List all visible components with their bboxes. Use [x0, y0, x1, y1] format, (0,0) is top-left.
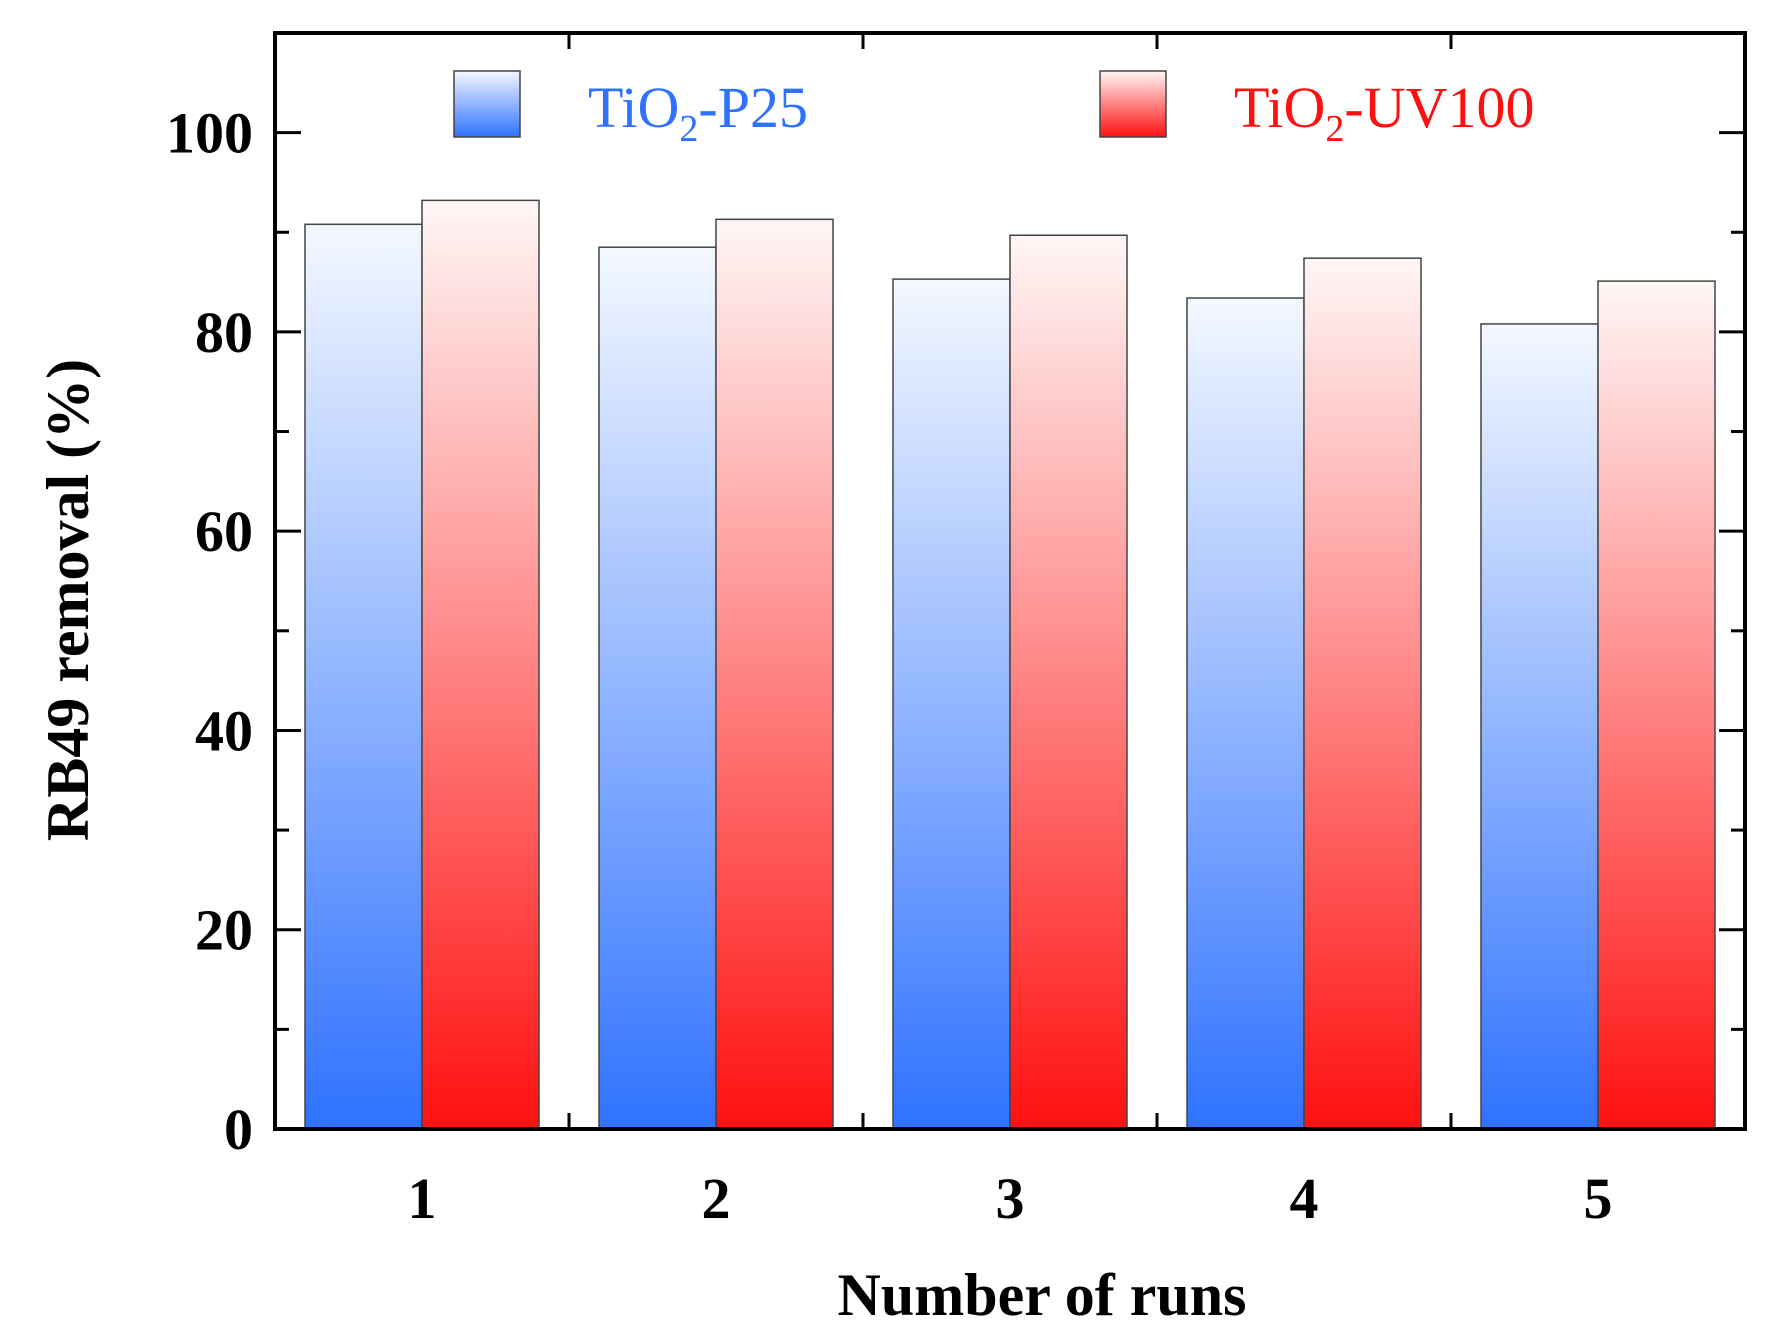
legend: TiO2-P25 TiO2-UV100 [453, 70, 1534, 150]
y-tick-label: 80 [195, 300, 253, 365]
x-tick-label: 4 [1290, 1166, 1319, 1231]
legend-label-p25: TiO2-P25 [588, 75, 808, 150]
bar-uv100-run-1 [421, 199, 540, 1130]
bar-p25-run-1 [304, 223, 423, 1130]
y-tick-label: 40 [195, 698, 253, 763]
bars-layer [304, 199, 1716, 1130]
legend-label-uv100: TiO2-UV100 [1234, 75, 1534, 150]
bar-uv100-run-4 [1303, 257, 1422, 1130]
bar-p25-run-3 [892, 278, 1011, 1130]
bar-p25-run-2 [598, 246, 717, 1130]
bar-p25-run-4 [1186, 297, 1305, 1130]
axes-layer: 0 20 40 60 80 100 1 2 3 4 5 [166, 31, 1747, 1231]
bar-p25-run-5 [1480, 323, 1599, 1130]
bar-uv100-run-3 [1009, 234, 1128, 1130]
x-tick-label: 5 [1584, 1166, 1613, 1231]
plot-frame [273, 31, 1747, 1131]
y-axis-title: RB49 removal (%) [35, 359, 101, 841]
x-axis-title: Number of runs [838, 1262, 1247, 1328]
x-tick-label: 2 [702, 1166, 731, 1231]
x-tick-label: 1 [408, 1166, 437, 1231]
y-tick-label: 100 [166, 101, 253, 166]
bar-uv100-run-5 [1597, 280, 1716, 1130]
legend-swatch-p25 [453, 70, 521, 138]
bar-uv100-run-2 [715, 218, 834, 1130]
legend-swatch-uv100 [1099, 70, 1167, 138]
x-tick-label: 3 [996, 1166, 1025, 1231]
y-tick-label: 0 [224, 1097, 253, 1162]
y-tick-label: 20 [195, 898, 253, 963]
y-tick-label: 60 [195, 499, 253, 564]
